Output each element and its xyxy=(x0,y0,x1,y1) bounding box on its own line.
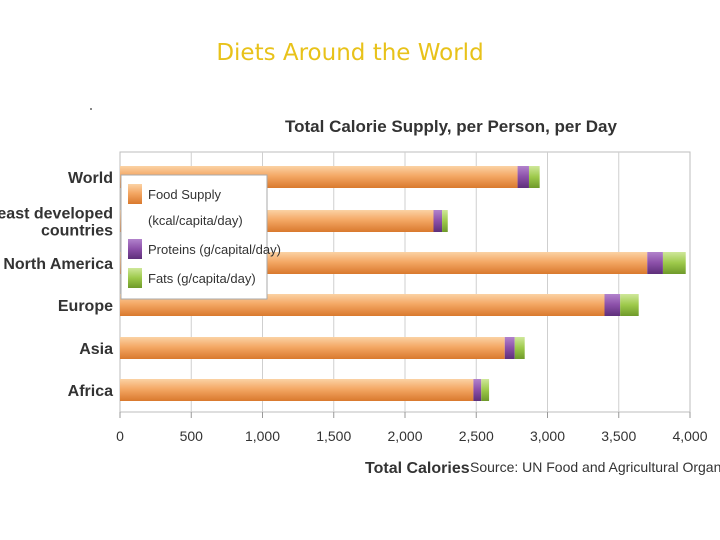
bar-fats xyxy=(662,252,686,274)
chart-title: Total Calorie Supply, per Person, per Da… xyxy=(285,117,617,136)
bar-food-supply xyxy=(120,337,505,359)
category-label: Africa xyxy=(68,383,113,400)
category-label: Least developed xyxy=(0,206,113,223)
bar-proteins xyxy=(504,337,515,359)
category-label: Asia xyxy=(79,341,113,358)
x-tick-label: 2,000 xyxy=(387,428,422,444)
source-note: Source: UN Food and Agricultural Organiz… xyxy=(470,459,720,475)
category-label: countries xyxy=(41,223,113,240)
slide-title: Diets Around the World xyxy=(216,40,484,66)
legend-label: Fats (g/capita/day) xyxy=(148,271,256,286)
legend-label: Proteins (g/capital/day) xyxy=(148,242,281,257)
category-label: World xyxy=(68,170,113,187)
category-label: Europe xyxy=(58,298,113,315)
bar-proteins xyxy=(647,252,663,274)
x-tick-label: 1,000 xyxy=(245,428,280,444)
x-tick-label: 2,500 xyxy=(459,428,494,444)
bar-fats xyxy=(481,379,490,401)
bar-proteins xyxy=(433,210,443,232)
x-tick-label: 1,500 xyxy=(316,428,351,444)
bar-proteins xyxy=(517,166,529,188)
bar-proteins xyxy=(604,294,621,316)
x-tick-label: 0 xyxy=(116,428,124,444)
legend-swatch xyxy=(128,184,142,204)
bar-fats xyxy=(442,210,448,232)
decorative-dot xyxy=(90,108,92,110)
legend: Food Supply (kcal/capita/day) Proteins (g/… xyxy=(120,174,281,300)
legend-label: Food Supply xyxy=(148,187,221,202)
bar-food-supply xyxy=(120,379,474,401)
bar-proteins xyxy=(473,379,482,401)
x-tick-label: 4,000 xyxy=(672,428,707,444)
bar-fats xyxy=(514,337,525,359)
category-label: North America xyxy=(3,256,113,273)
x-axis-label: Total Calories xyxy=(365,460,470,477)
bar-fats xyxy=(620,294,639,316)
legend-label: (kcal/capita/day) xyxy=(148,213,243,228)
x-tick-label: 500 xyxy=(180,428,204,444)
legend-swatch xyxy=(128,268,142,288)
x-tick-label: 3,500 xyxy=(601,428,636,444)
legend-box xyxy=(120,174,268,300)
bar-fats xyxy=(528,166,540,188)
x-tick-label: 3,000 xyxy=(530,428,565,444)
legend-swatch xyxy=(128,239,142,259)
